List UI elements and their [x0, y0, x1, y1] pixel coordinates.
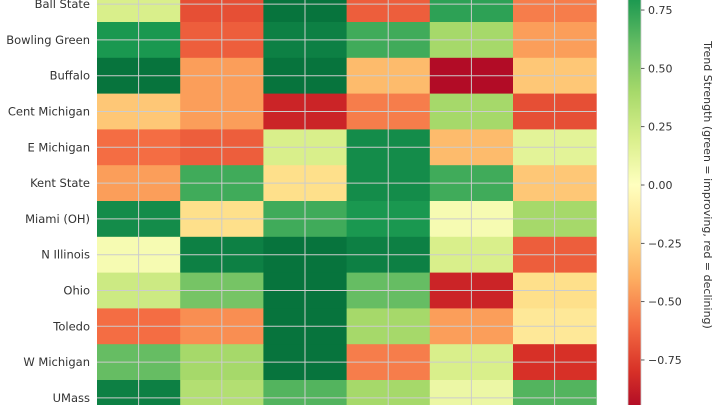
row-label: UMass — [53, 391, 90, 405]
colorbar-tick-label: −0.75 — [648, 354, 682, 367]
colorbar-label: Trend Strength (green = improving, red =… — [701, 40, 714, 329]
row-labels: Ball State Bowling Green Buffalo Cent Michi… — [6, 0, 90, 405]
colorbar: 0.75 0.50 0.25 0.00 −0.25 −0.50 −0.75 — [627, 0, 682, 405]
row-label: Cent Michigan — [8, 105, 90, 119]
heatmap-cells — [97, 0, 597, 405]
row-label: N Illinois — [41, 248, 90, 262]
row-label: Toledo — [52, 319, 90, 333]
row-label: Kent State — [30, 176, 90, 190]
row-label: Bowling Green — [6, 33, 90, 47]
row-label: Ball State — [35, 0, 90, 11]
row-label: Miami (OH) — [25, 212, 90, 226]
colorbar-tick-label: −0.50 — [648, 296, 682, 309]
colorbar-tick-label: −0.25 — [648, 237, 682, 250]
colorbar-tick-label: 0.75 — [648, 4, 673, 17]
colorbar-gradient — [628, 0, 641, 405]
colorbar-tick-label: 0.50 — [648, 62, 673, 75]
row-label: Ohio — [63, 284, 90, 298]
row-label: W Michigan — [23, 355, 90, 369]
row-label: Buffalo — [50, 69, 90, 83]
colorbar-tick-label: 0.25 — [648, 121, 673, 134]
colorbar-tick-label: 0.00 — [648, 179, 673, 192]
row-label: E Michigan — [28, 140, 90, 154]
gridlines — [97, 0, 597, 405]
